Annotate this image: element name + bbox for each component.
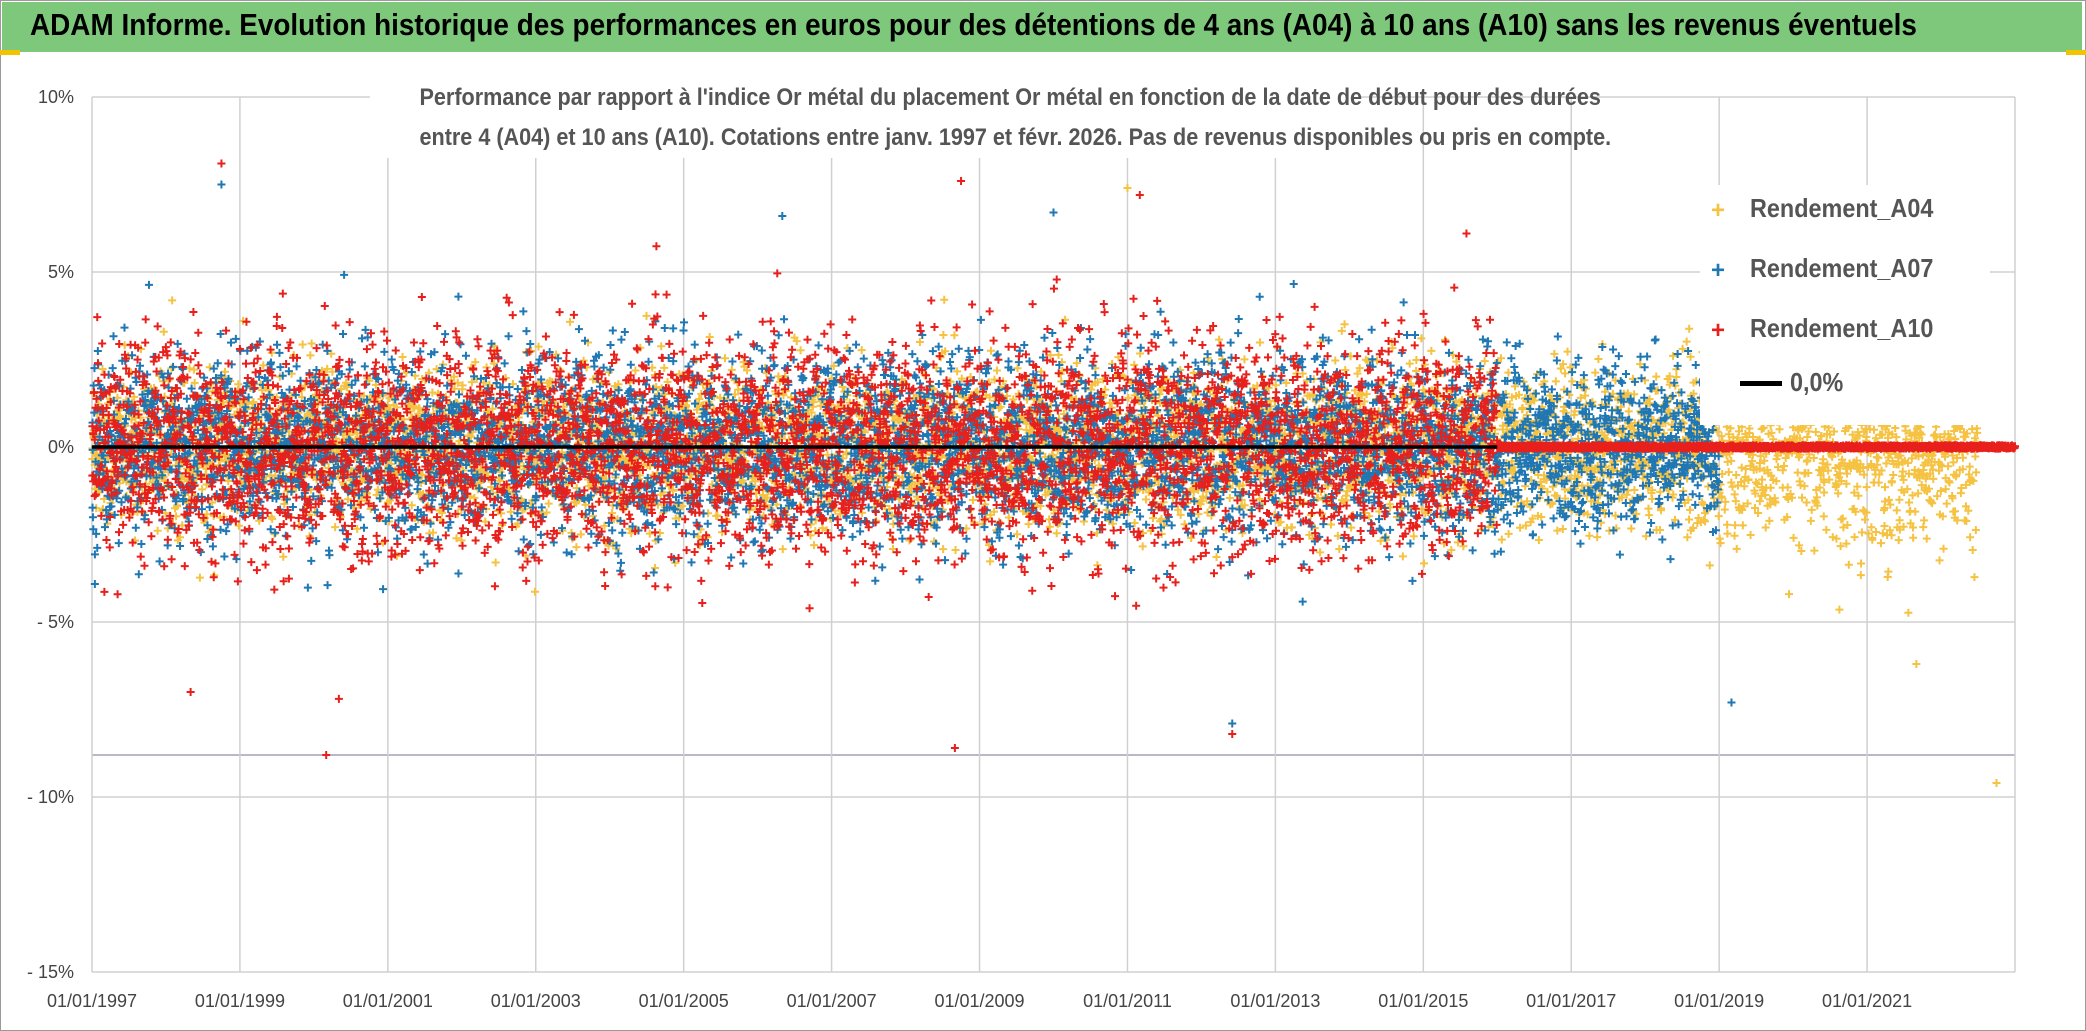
- data-point-a04: [936, 353, 945, 362]
- data-point-a04: [950, 331, 959, 340]
- data-point-a04: [1141, 495, 1150, 504]
- data-point-a04: [249, 398, 258, 407]
- data-point-a04: [1594, 354, 1603, 363]
- data-point-a04: [1130, 360, 1139, 369]
- data-point-a04: [153, 526, 162, 535]
- data-point-a04: [279, 552, 288, 561]
- data-point-a04: [992, 366, 1001, 375]
- data-point-a04: [1225, 494, 1234, 503]
- data-point-a04: [190, 378, 199, 387]
- data-point-a04: [1563, 347, 1572, 356]
- data-point-a04: [1054, 350, 1063, 359]
- data-point-a04: [198, 485, 207, 494]
- data-point-a04: [631, 366, 640, 375]
- data-point-a04: [663, 377, 672, 386]
- corner-accent-right: [2066, 50, 2086, 55]
- data-point-a04: [491, 558, 500, 567]
- data-point-a04: [544, 499, 553, 508]
- data-point-a04: [939, 331, 948, 340]
- header-bar: [2, 2, 2082, 52]
- data-point-a04: [1013, 364, 1022, 373]
- data-point-a04: [915, 337, 924, 346]
- data-point-a04: [645, 529, 654, 538]
- data-point-a04: [1497, 535, 1506, 544]
- data-point-a04: [331, 523, 340, 532]
- data-point-a04: [1362, 389, 1371, 398]
- data-point-a04: [1215, 335, 1224, 344]
- data-point-a04: [1306, 510, 1315, 519]
- data-point-a04: [939, 545, 948, 554]
- data-point-a04: [1240, 355, 1249, 364]
- points-layer: [88, 159, 2019, 787]
- data-point-a04: [1420, 559, 1428, 568]
- data-point-a04: [1148, 514, 1157, 523]
- data-point-a04: [130, 392, 139, 401]
- data-point-a04: [1398, 552, 1407, 561]
- data-point-a04: [1347, 523, 1356, 532]
- data-point-a04: [572, 543, 581, 552]
- data-point-a04: [116, 413, 125, 422]
- data-point-a04: [1180, 520, 1189, 529]
- data-point-a04: [1409, 532, 1418, 541]
- data-point-a04: [657, 342, 666, 351]
- data-point-a04: [1255, 338, 1264, 347]
- data-point-a04: [1326, 520, 1335, 529]
- data-point-a04: [1024, 520, 1033, 529]
- header-title: ADAM Informe. Evolution historique des p…: [30, 7, 1917, 42]
- corner-accent-left: [0, 50, 20, 55]
- data-point-a04: [713, 511, 722, 520]
- data-point-a04: [98, 364, 107, 373]
- data-point-a04: [159, 327, 168, 336]
- data-point-a04: [1534, 536, 1543, 544]
- data-point-a04: [986, 557, 995, 566]
- data-point-a04: [306, 351, 315, 360]
- data-point-a04: [727, 365, 736, 374]
- data-point-a04: [1591, 368, 1600, 377]
- data-point-a04: [470, 493, 479, 502]
- data-point-a04: [1480, 357, 1489, 366]
- data-point-a04: [1316, 548, 1325, 557]
- data-point-a04: [778, 545, 787, 554]
- data-point-a04: [1561, 369, 1570, 378]
- data-point-a04: [298, 340, 307, 349]
- data-point-a04: [307, 339, 316, 348]
- data-point-a04: [651, 563, 660, 572]
- data-point-a04: [1504, 529, 1513, 538]
- data-point-a04: [176, 533, 185, 542]
- data-point-a04: [205, 363, 214, 372]
- data-point-a04: [1585, 531, 1594, 540]
- data-point-a04: [857, 346, 866, 355]
- data-point-a04: [167, 364, 176, 373]
- data-point-a04: [796, 346, 805, 355]
- data-point-a04: [951, 545, 960, 554]
- data-point-a04: [1453, 538, 1462, 547]
- data-point-a04: [139, 384, 148, 393]
- data-point-a04: [168, 296, 177, 305]
- data-point-a04: [234, 380, 243, 389]
- data-point-a04: [398, 352, 407, 361]
- data-point-a04: [1138, 542, 1147, 551]
- data-point-a04: [642, 311, 651, 320]
- data-point-a04: [1287, 523, 1296, 532]
- data-point-a04: [189, 365, 198, 374]
- data-point-a04: [1427, 346, 1436, 355]
- data-point-a04: [1593, 533, 1602, 542]
- data-point-a04: [1558, 525, 1567, 534]
- data-point-a04: [185, 364, 194, 373]
- data-point-a04: [1331, 356, 1340, 365]
- data-point-a04: [531, 587, 540, 596]
- data-point-a04: [858, 508, 867, 517]
- data-point-a04: [660, 363, 669, 372]
- data-point-a04: [173, 501, 182, 510]
- data-point-a04: [810, 541, 819, 550]
- data-point-a04: [1052, 529, 1061, 538]
- data-point-a04: [1212, 552, 1221, 561]
- data-point-a04: [195, 573, 204, 582]
- data-point-a04: [1551, 377, 1560, 386]
- data-point-a04: [565, 317, 574, 326]
- data-point-a04: [1553, 526, 1562, 535]
- data-point-a04: [940, 295, 949, 304]
- data-point-a04: [721, 354, 730, 363]
